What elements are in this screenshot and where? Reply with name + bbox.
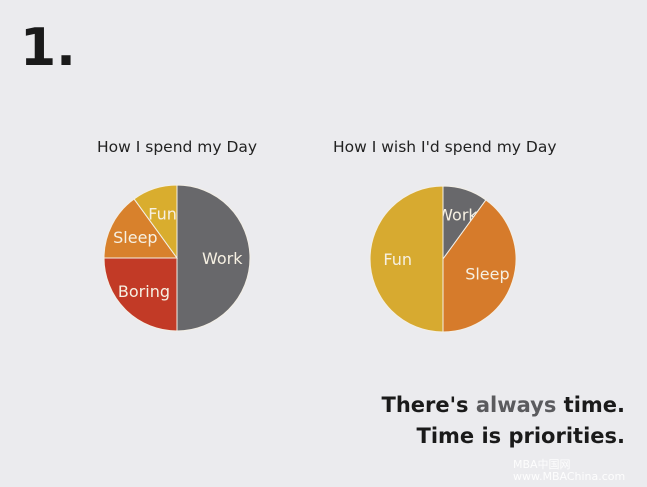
tagline-part: There's [381, 393, 476, 417]
pie-slice-boring [103, 257, 178, 332]
pie-slice-sleep [442, 199, 517, 333]
pie-slice-sleep [103, 198, 178, 259]
pie-label-work: Work [437, 206, 478, 225]
chart-title-wish: How I wish I'd spend my Day [333, 138, 557, 156]
watermark-line-2: www.MBAChina.com [513, 470, 626, 483]
pie-label-work: Work [202, 249, 243, 268]
pie-slice-work [176, 184, 251, 332]
tagline-emphasis: always [475, 393, 557, 417]
chart-title-current: How I spend my Day [97, 138, 258, 156]
pie-label-fun: Fun [383, 250, 412, 269]
pie-label-sleep: Sleep [113, 228, 157, 247]
tagline-line-2: Time is priorities. [416, 424, 626, 448]
pie-label-boring: Boring [118, 282, 170, 301]
tagline-line-1: There's always time. [382, 393, 626, 417]
tagline-part: time. [556, 393, 625, 417]
pie-label-fun: Fun [148, 205, 177, 224]
slide-number: 1. [20, 18, 76, 78]
pie-label-sleep: Sleep [465, 264, 509, 283]
pie-slice-fun [133, 184, 178, 260]
watermark-line-1: MBA中国网 [513, 458, 571, 471]
pie-slice-fun [369, 185, 444, 333]
